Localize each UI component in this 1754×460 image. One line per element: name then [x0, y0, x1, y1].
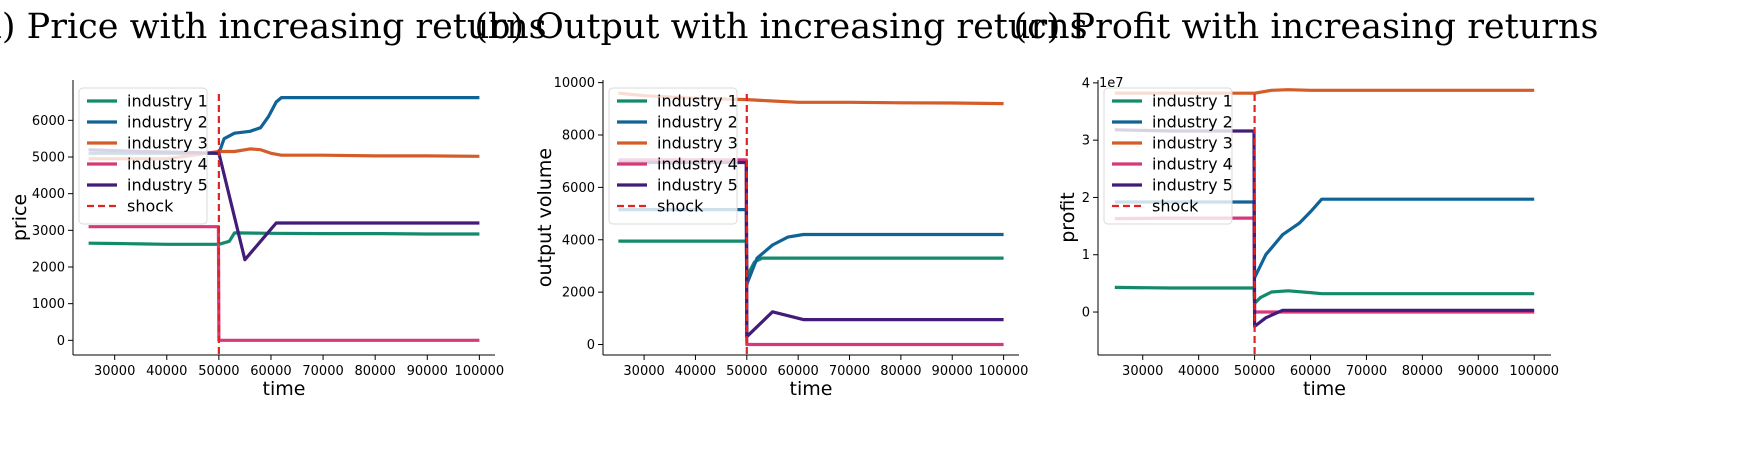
- legend-label: industry 3: [127, 134, 208, 153]
- series-line-industry-4: [88, 225, 480, 342]
- chart-title: (a) Price with increasing returns: [0, 7, 547, 47]
- x-tick-label: 100000: [1509, 364, 1559, 379]
- legend-label: shock: [127, 197, 174, 216]
- x-tick-label: 30000: [1122, 364, 1163, 379]
- y-tick-label: 0: [1082, 306, 1090, 321]
- x-tick-label: 90000: [932, 364, 973, 379]
- x-axis-label: time: [1303, 378, 1346, 400]
- legend-label: industry 4: [657, 155, 738, 174]
- x-tick-label: 40000: [1178, 364, 1219, 379]
- chart-title: (c) Profit with increasing returns: [1014, 7, 1599, 47]
- x-tick-label: 70000: [302, 364, 343, 379]
- y-tick-label: 8000: [562, 129, 595, 144]
- x-tick-label: 30000: [94, 364, 135, 379]
- x-tick-label: 40000: [146, 364, 187, 379]
- x-axis-label: time: [263, 378, 306, 400]
- x-tick-label: 70000: [1346, 364, 1387, 379]
- y-tick-label: 6000: [32, 114, 65, 129]
- legend-label: industry 1: [127, 92, 208, 111]
- series-line-industry-1: [88, 231, 480, 246]
- y-axis-label: profit: [1057, 192, 1079, 243]
- y-tick-label: 6000: [562, 181, 595, 196]
- x-tick-label: 50000: [198, 364, 239, 379]
- legend-label: industry 4: [1152, 155, 1233, 174]
- y-axis-multiplier: 1e7: [1099, 76, 1124, 91]
- x-tick-label: 100000: [979, 364, 1029, 379]
- legend-label: industry 5: [1152, 176, 1233, 195]
- y-tick-label: 5000: [32, 151, 65, 166]
- series-line-industry-1: [1114, 285, 1535, 305]
- y-tick-label: 10000: [554, 76, 595, 91]
- x-tick-label: 50000: [1234, 364, 1275, 379]
- y-tick-label: 3: [1082, 134, 1090, 149]
- x-tick-label: 30000: [623, 364, 664, 379]
- chart-profit: (c) Profit with increasing returns 30000 4…: [1014, 7, 1599, 400]
- y-tick-label: 1: [1082, 248, 1090, 263]
- y-tick-label: 4000: [562, 233, 595, 248]
- legend-label: industry 1: [657, 92, 738, 111]
- y-tick-label: 1000: [32, 297, 65, 312]
- x-tick-label: 60000: [250, 364, 291, 379]
- x-axis-label: time: [790, 378, 833, 400]
- legend-label: shock: [1152, 197, 1199, 216]
- legend-label: industry 2: [127, 113, 208, 132]
- y-tick-label: 2000: [562, 286, 595, 301]
- y-axis-label: price: [9, 194, 31, 241]
- legend-label: industry 3: [1152, 134, 1233, 153]
- legend-label: industry 2: [657, 113, 738, 132]
- y-tick-label: 2: [1082, 191, 1090, 206]
- y-tick-label: 0: [587, 338, 595, 353]
- y-tick-label: 2000: [32, 261, 65, 276]
- x-tick-label: 50000: [726, 364, 767, 379]
- x-tick-label: 100000: [455, 364, 505, 379]
- x-tick-label: 60000: [777, 364, 818, 379]
- y-axis-label: output volume: [534, 148, 556, 287]
- chart-title: (b) Output with increasing returns: [474, 7, 1087, 47]
- legend-label: industry 2: [1152, 113, 1233, 132]
- x-tick-label: 80000: [354, 364, 395, 379]
- y-tick-label: 4: [1082, 76, 1090, 91]
- series-line-industry-1: [618, 239, 1004, 278]
- y-tick-label: 0: [57, 334, 65, 349]
- legend-label: industry 5: [127, 176, 208, 195]
- x-tick-label: 80000: [1402, 364, 1443, 379]
- legend-label: industry 1: [1152, 92, 1233, 111]
- x-tick-label: 80000: [880, 364, 921, 379]
- y-tick-label: 3000: [32, 224, 65, 239]
- legend-label: industry 4: [127, 155, 208, 174]
- x-tick-label: 40000: [675, 364, 716, 379]
- x-tick-label: 90000: [407, 364, 448, 379]
- x-tick-label: 90000: [1458, 364, 1499, 379]
- legend-label: shock: [657, 197, 704, 216]
- legend-label: industry 3: [657, 134, 738, 153]
- chart-output: (b) Output with increasing returns 30000 4…: [474, 7, 1087, 400]
- x-tick-label: 60000: [1290, 364, 1331, 379]
- series-line-industry-4: [1114, 216, 1535, 314]
- x-tick-label: 70000: [829, 364, 870, 379]
- legend-label: industry 5: [657, 176, 738, 195]
- y-tick-label: 4000: [32, 187, 65, 202]
